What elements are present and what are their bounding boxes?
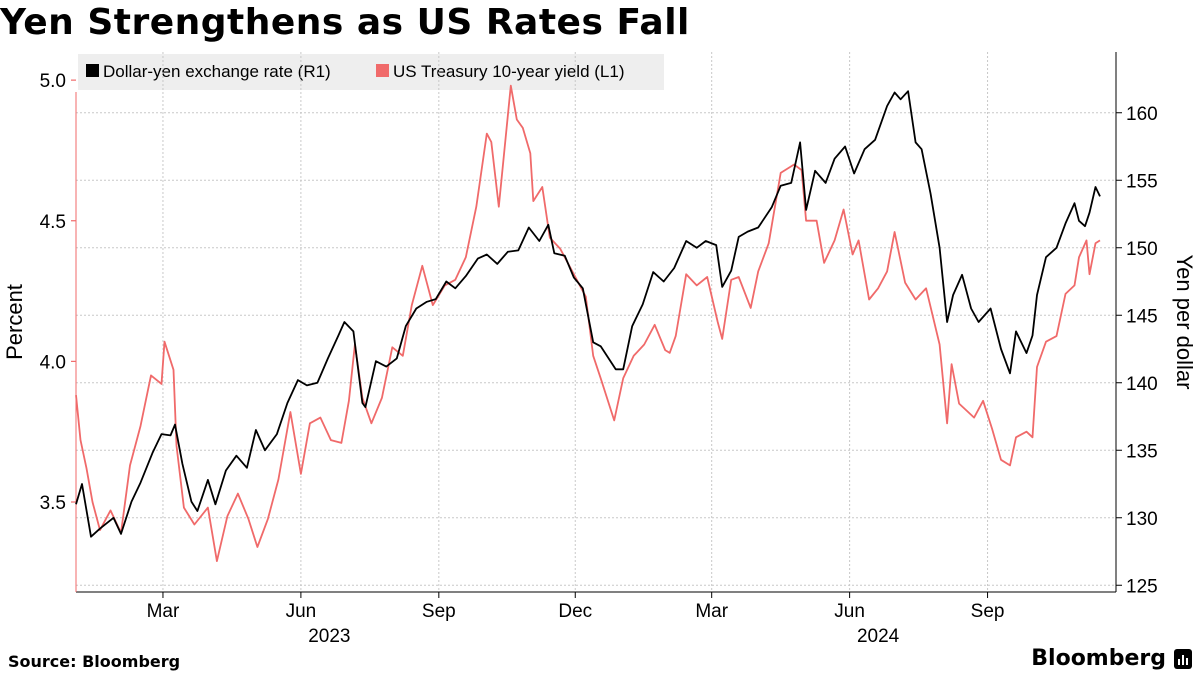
legend-label-usdjpy: Dollar-yen exchange rate (R1) [103,62,331,81]
gridlines [76,52,1116,592]
y-left-tick-label: 4.5 [40,212,66,233]
x-year-label: 2024 [857,626,900,647]
chart-title: Yen Strengthens as US Rates Fall [0,2,690,43]
x-tick-label: Jun [286,601,317,622]
series-line-ust10y [75,84,1101,562]
y-right-tick-label: 160 [1126,104,1158,125]
legend-swatch-ust10y [376,64,389,77]
series-lines [75,84,1101,562]
brand-chart-icon [1174,649,1192,669]
y-right-tick-label: 150 [1126,239,1158,260]
y-right-tick-label: 145 [1126,306,1158,327]
x-tick-label: Jun [834,601,865,622]
x-tick-label: Sep [422,601,456,622]
legend-box [78,54,664,90]
brand-logo: Bloomberg [1031,646,1166,671]
x-tick-label: Mar [147,601,180,622]
legend-label-ust10y: US Treasury 10-year yield (L1) [393,62,624,81]
x-tick-label: Sep [971,601,1005,622]
legend-swatch-usdjpy [86,64,99,77]
y-left-axis-label: Percent [2,284,27,360]
x-tick-label: Dec [558,601,592,622]
y-right-axis-label: Yen per dollar [1172,255,1197,390]
y-right-tick-label: 130 [1126,509,1158,530]
source-note: Source: Bloomberg [8,652,181,671]
y-right-tick-label: 135 [1126,441,1158,462]
y-right-tick-label: 155 [1126,171,1158,192]
y-right-tick-label: 125 [1126,576,1158,597]
x-tick-label: Mar [695,601,728,622]
y-left-tick-label: 5.0 [40,71,66,92]
series-line-usdjpy [75,90,1101,538]
x-year-label: 2023 [308,626,350,647]
y-left-tick-label: 3.5 [40,493,66,514]
y-right-tick-label: 140 [1126,374,1158,395]
axes: 125 130 135 140 145 150 155 160 3.5 4.0 4.5 5.0 Mar J… [40,52,1158,647]
y-left-tick-label: 4.0 [40,352,66,373]
